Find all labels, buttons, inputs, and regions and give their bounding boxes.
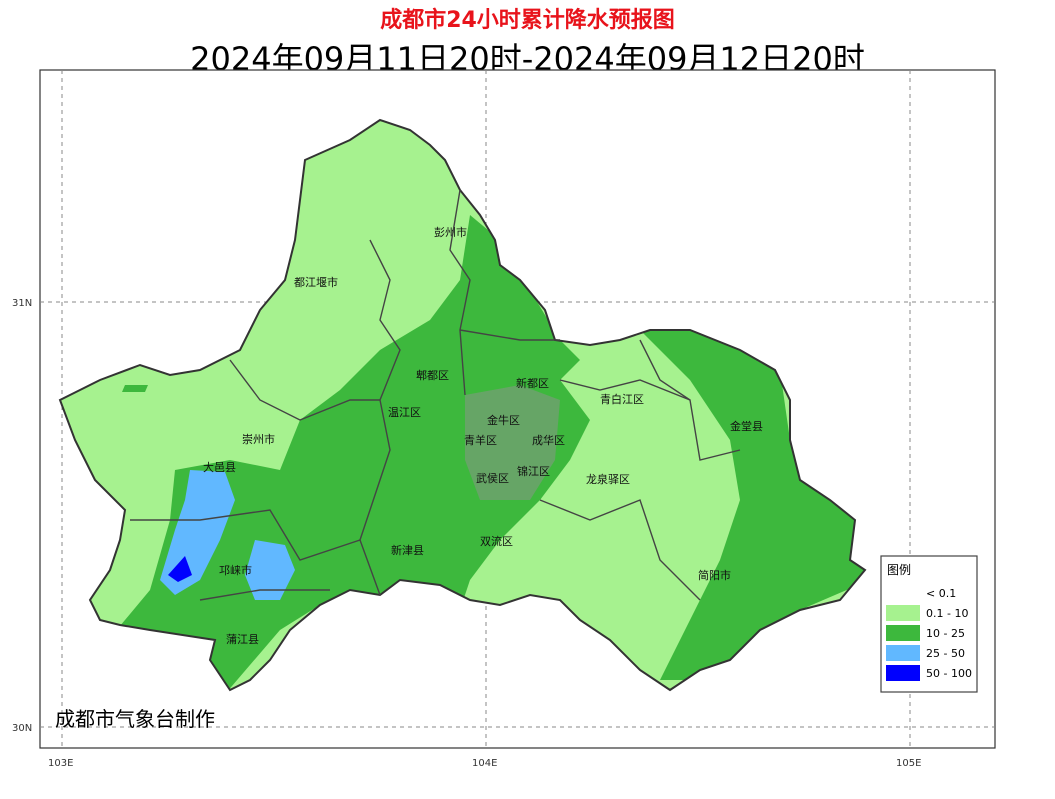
legend-swatch [886,605,920,621]
legend-label: < 0.1 [926,587,956,600]
district-label: 新津县 [391,543,424,557]
legend-swatch [886,625,920,641]
district-label: 温江区 [388,406,421,419]
legend-title: 图例 [887,563,911,577]
district-label: 金牛区 [487,413,520,427]
y-tick: 31N [12,298,32,309]
x-tick: 105E [896,758,921,769]
district-label: 龙泉驿区 [586,472,630,486]
district-label: 彭州市 [434,225,467,239]
x-tick: 104E [472,758,497,769]
legend-label: 25 - 50 [926,647,965,660]
legend-swatch [886,585,920,601]
legend-label: 10 - 25 [926,627,965,640]
district-label: 郫都区 [416,368,449,382]
legend-swatch [886,645,920,661]
district-label: 大邑县 [203,460,236,474]
district-label: 武侯区 [476,471,509,485]
district-label: 新都区 [516,376,549,390]
district-label: 都江堰市 [294,275,338,289]
legend-swatch [886,665,920,681]
district-label: 双流区 [480,534,513,548]
district-label: 锦江区 [517,464,550,478]
district-label: 青羊区 [464,433,497,447]
credit-text: 成都市气象台制作 [55,707,215,731]
district-label: 简阳市 [698,568,731,582]
district-labels: 彭州市 都江堰市 郫都区 新都区 青白江区 温江区 金牛区 青羊区 成华区 金堂… [203,225,763,646]
x-tick: 103E [48,758,73,769]
district-label: 成华区 [532,433,565,447]
y-tick: 30N [12,723,32,734]
legend-label: 0.1 - 10 [926,607,968,620]
legend-label: 50 - 100 [926,667,972,680]
district-label: 崇州市 [242,432,275,446]
district-label: 邛崃市 [219,563,252,577]
map-title: 成都市24小时累计降水预报图 [380,8,675,33]
district-boundaries [130,189,741,601]
district-label: 青白江区 [600,392,644,406]
district-label: 金堂县 [730,419,763,433]
district-label: 蒲江县 [226,632,259,646]
legend: 图例 < 0.1 0.1 - 10 10 - 25 25 - 50 50 - 100 [880,555,978,693]
